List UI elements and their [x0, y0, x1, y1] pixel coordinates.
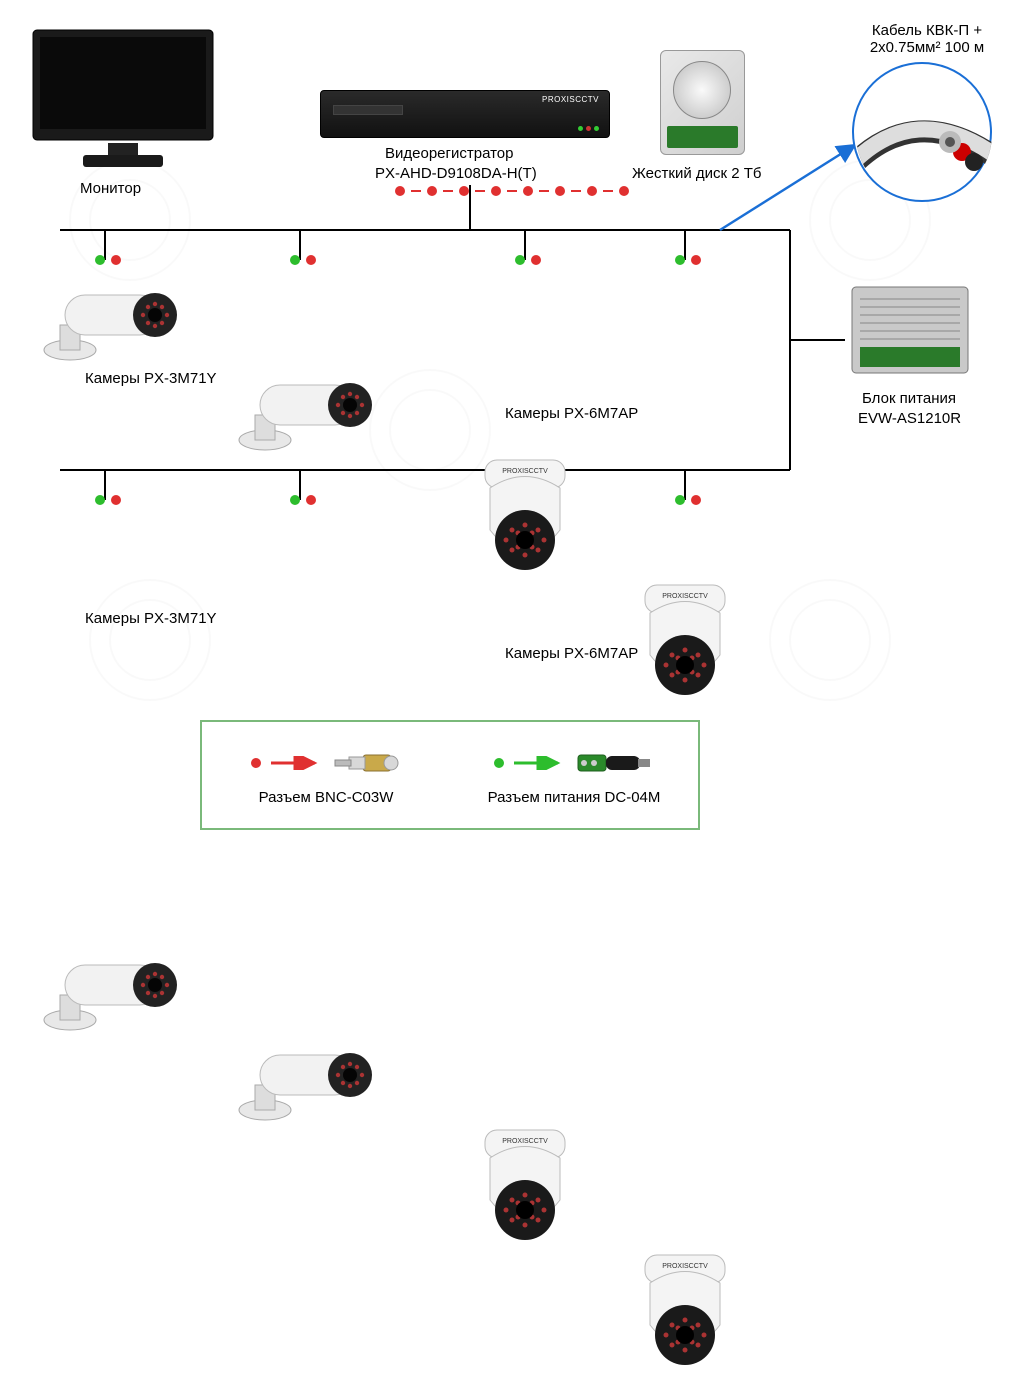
red-dot-icon — [251, 758, 261, 768]
cable-callout — [852, 62, 992, 202]
bnc-label: Разъем BNC-C03W — [259, 789, 394, 806]
legend-dc: Разъем питания DC-04M — [450, 745, 698, 806]
bnc-connector-icon — [331, 745, 401, 781]
svg-text:PROXISCCTV: PROXISCCTV — [662, 593, 708, 600]
dome-cam-1: PROXISCCTV — [470, 455, 580, 580]
node-dots-4 — [675, 255, 701, 265]
bullet-cam-3 — [40, 945, 185, 1035]
monitor-label: Монитор — [80, 180, 141, 197]
legend-bnc: Разъем BNC-C03W — [202, 745, 450, 806]
node-dots-1 — [95, 255, 121, 265]
psu-title-label: Блок питания — [862, 390, 956, 407]
node-dots-2 — [290, 255, 316, 265]
legend: Разъем BNC-C03W Разъем питания DC-04M — [200, 720, 700, 830]
dc-label: Разъем питания DC-04M — [488, 789, 661, 806]
arrow-green-icon — [514, 756, 564, 770]
bullet-cams-label-1: Камеры PX-3M71Y — [85, 370, 217, 387]
hdd-label: Жесткий диск 2 Тб — [632, 165, 762, 182]
node-dots-3 — [515, 255, 541, 265]
dome-cams-label-1: Камеры PX-6M7AP — [505, 405, 638, 422]
dome-cam-4: PROXISCCTV — [630, 1250, 740, 1375]
psu — [850, 285, 970, 375]
bullet-cams-label-2: Камеры PX-3M71Y — [85, 610, 217, 627]
monitor — [28, 25, 218, 180]
dvr: PROXISCCTV — [320, 90, 610, 138]
svg-text:PROXISCCTV: PROXISCCTV — [662, 1263, 708, 1270]
dome-cam-2: PROXISCCTV — [630, 580, 740, 705]
dome-cam-3: PROXISCCTV — [470, 1125, 580, 1250]
node-dots-8 — [675, 495, 701, 505]
arrow-red-icon — [271, 756, 321, 770]
dvr-port-strip — [395, 186, 629, 196]
green-dot-icon — [494, 758, 504, 768]
psu-model-label: EVW-AS1210R — [858, 410, 961, 427]
dome-cams-label-2: Камеры PX-6M7AP — [505, 645, 638, 662]
bullet-cam-4 — [235, 1035, 380, 1125]
svg-text:PROXISCCTV: PROXISCCTV — [502, 1138, 548, 1145]
svg-text:PROXISCCTV: PROXISCCTV — [502, 468, 548, 475]
node-dots-5 — [95, 495, 121, 505]
node-dots-6 — [290, 495, 316, 505]
dvr-brand: PROXISCCTV — [542, 95, 599, 104]
cable-label: Кабель КВК-П + 2х0.75мм² 100 м — [842, 22, 1012, 56]
hdd — [660, 50, 745, 155]
dc-connector-icon — [574, 745, 654, 781]
bullet-cam-1 — [40, 275, 185, 365]
dvr-model-label: PX-AHD-D9108DA-H(T) — [375, 165, 537, 182]
dvr-title-label: Видеорегистратор — [385, 145, 513, 162]
bullet-cam-2 — [235, 365, 380, 455]
